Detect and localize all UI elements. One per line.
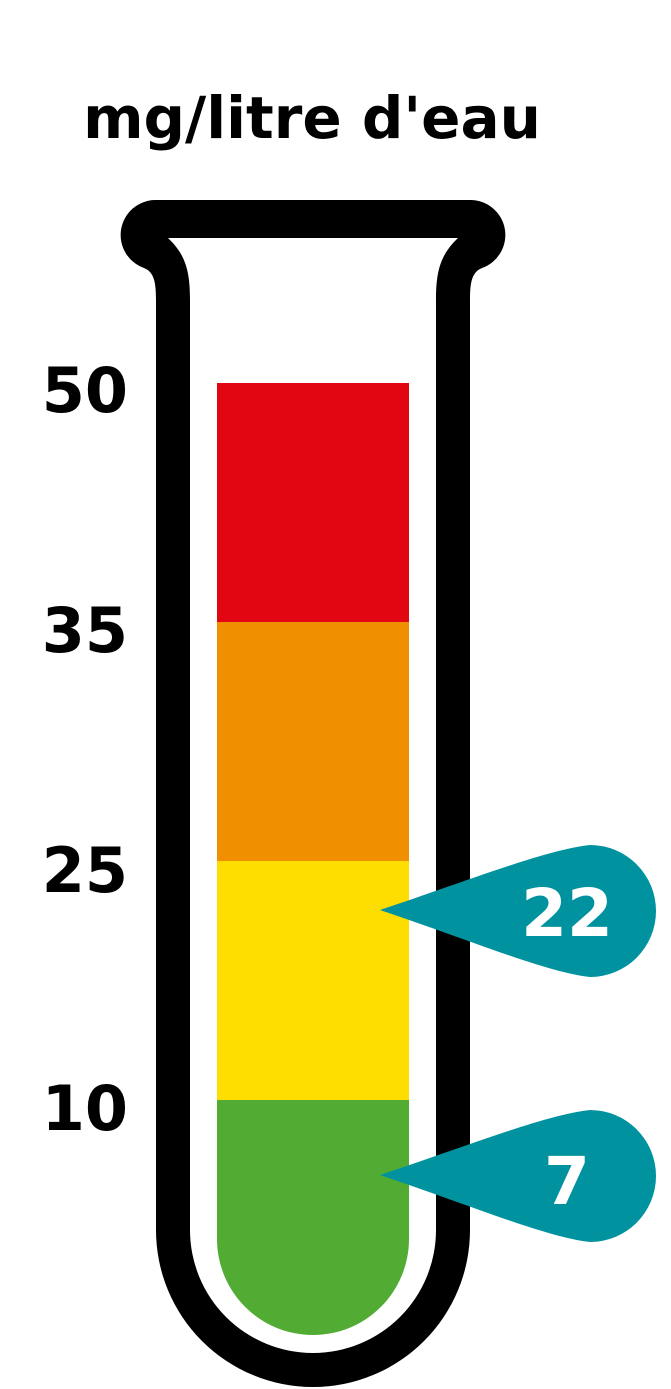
unit-title: mg/litre d'eau — [83, 84, 541, 152]
marker-label-22: 22 — [521, 875, 613, 952]
value-markers: 22 7 — [380, 845, 656, 1242]
marker-pointer-7 — [380, 1110, 656, 1242]
tick-label-10: 10 — [42, 1072, 128, 1145]
tick-label-25: 25 — [42, 834, 128, 907]
band-group — [217, 383, 409, 1335]
band-orange — [217, 622, 409, 861]
marker-pointer-22 — [380, 845, 656, 977]
scale-tick-labels: 50 35 25 10 — [42, 354, 128, 1145]
band-red — [217, 383, 409, 622]
tick-label-50: 50 — [42, 354, 128, 427]
tick-label-35: 35 — [42, 594, 128, 667]
band-yellow — [217, 861, 409, 1100]
marker-label-7: 7 — [544, 1143, 590, 1220]
band-green — [217, 1100, 409, 1335]
